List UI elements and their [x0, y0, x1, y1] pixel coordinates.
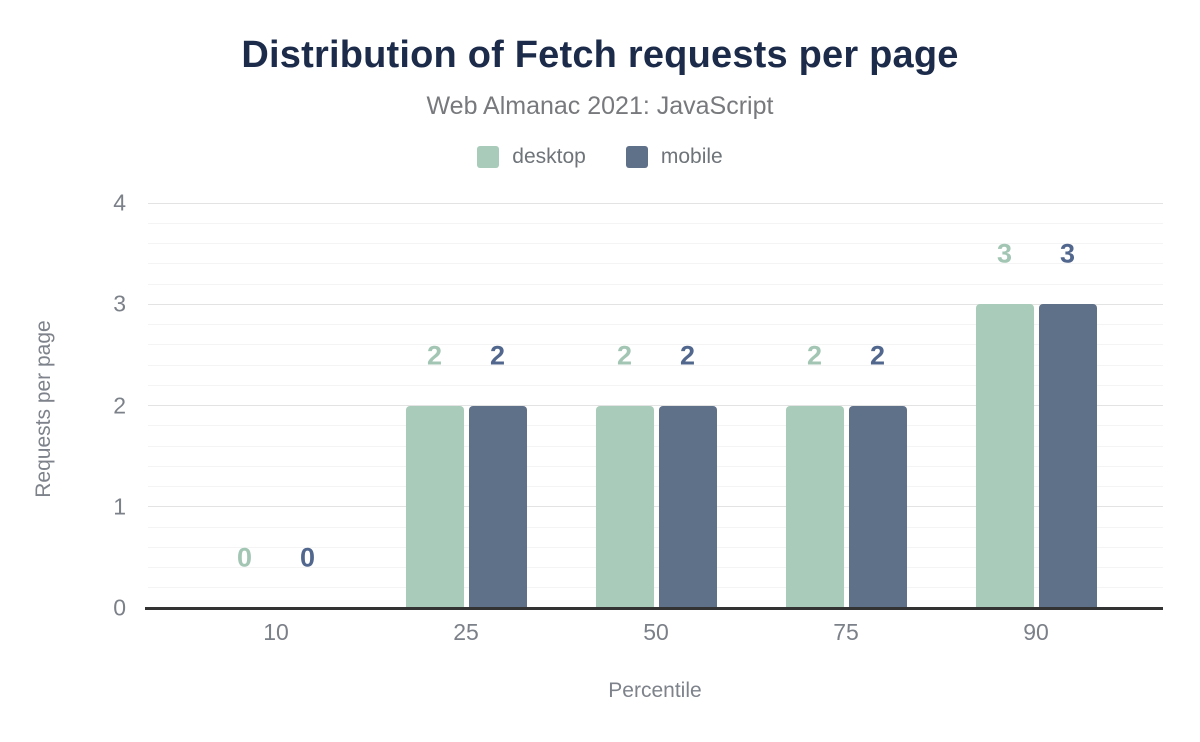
gridline — [148, 263, 1163, 265]
gridline — [148, 425, 1163, 427]
x-tick-label: 90 — [1023, 619, 1049, 645]
gridline — [148, 324, 1163, 325]
bar-desktop — [975, 304, 1034, 608]
bar-value-label-desktop: 2 — [616, 340, 633, 370]
chart-subtitle: Web Almanac 2021: JavaScript — [426, 92, 774, 120]
x-tick-label: 25 — [453, 619, 479, 645]
gridline — [148, 364, 1163, 366]
gridline — [148, 202, 1163, 204]
gridline — [148, 344, 1163, 346]
chart-title: Distribution of Fetch requests per page — [241, 34, 959, 76]
y-tick-label: 0 — [113, 594, 126, 621]
gridline — [148, 405, 1163, 406]
gridline — [148, 243, 1163, 244]
legend-label-mobile: mobile — [660, 145, 723, 168]
bar-value-label-desktop: 2 — [426, 340, 443, 370]
bar-mobile — [1038, 304, 1097, 608]
bar-value-label-mobile: 2 — [869, 340, 886, 370]
gridline — [148, 567, 1163, 568]
bar-desktop — [405, 405, 464, 608]
y-tick-label: 4 — [113, 189, 126, 216]
gridline — [148, 506, 1163, 508]
bar-value-label-desktop: 0 — [236, 542, 253, 573]
x-tick-label: 10 — [263, 619, 289, 645]
bar-mobile — [848, 405, 907, 608]
gridline — [148, 283, 1163, 285]
bar-value-label-mobile: 3 — [1059, 238, 1076, 269]
bar-desktop — [785, 405, 844, 608]
bar-mobile — [468, 405, 527, 608]
x-axis-title: Percentile — [608, 679, 702, 702]
legend-swatch-mobile-icon — [625, 146, 648, 168]
gridline — [148, 587, 1163, 589]
x-axis-line — [145, 607, 1163, 610]
y-axis-title: Requests per page — [32, 320, 55, 498]
gridline — [148, 384, 1163, 386]
gridline — [148, 445, 1163, 447]
bar-value-label-desktop: 2 — [806, 340, 823, 370]
y-tick-label: 2 — [113, 392, 126, 418]
bar-mobile — [658, 405, 717, 608]
gridline — [148, 526, 1163, 528]
legend-label-desktop: desktop — [512, 145, 586, 168]
bar-value-label-mobile: 2 — [489, 340, 506, 370]
x-tick-label: 50 — [643, 619, 669, 645]
y-tick-label: 3 — [113, 290, 126, 317]
bar-desktop — [595, 405, 654, 608]
gridline — [148, 303, 1163, 305]
bar-value-label-desktop: 3 — [996, 238, 1013, 269]
legend-item-mobile: mobile — [625, 145, 723, 169]
gridline — [148, 546, 1163, 548]
gridline — [148, 465, 1163, 467]
bar-value-label-mobile: 2 — [679, 340, 696, 370]
gridline — [148, 486, 1163, 487]
y-tick-label: 1 — [113, 493, 126, 520]
gridline — [148, 222, 1163, 224]
legend: desktop mobile — [0, 145, 1200, 169]
bar-value-label-mobile: 0 — [299, 542, 316, 573]
legend-item-desktop: desktop — [477, 145, 586, 169]
legend-swatch-desktop-icon — [477, 146, 500, 168]
x-tick-label: 75 — [833, 619, 859, 645]
